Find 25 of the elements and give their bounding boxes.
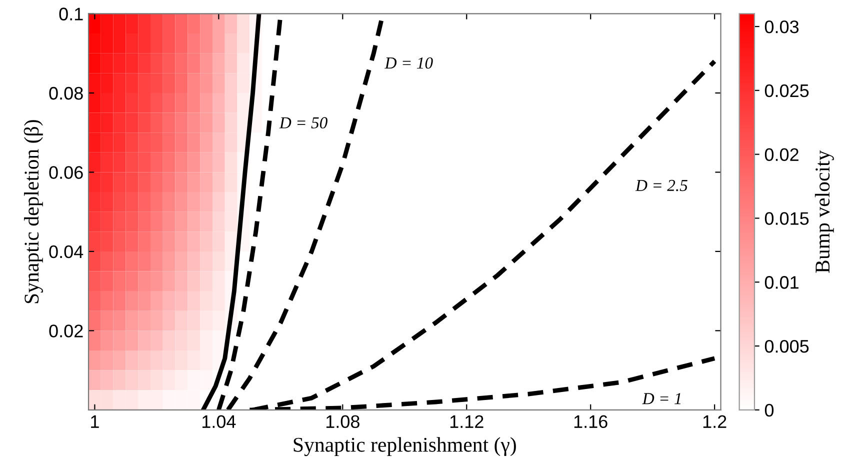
y-tick-label: 0.06 xyxy=(49,166,83,179)
x-tick-label: 1 xyxy=(91,415,99,428)
y-tick-label: 0.04 xyxy=(49,245,84,258)
x-tick-label: 1.04 xyxy=(202,415,236,428)
series-label: D = 10 xyxy=(384,57,433,69)
color-bar-label: 0.015 xyxy=(764,212,809,225)
color-bar-label: 0 xyxy=(764,404,774,417)
x-axis-title: Synaptic replenishment (γ) xyxy=(294,437,516,456)
x-tick-label: 1.08 xyxy=(326,415,360,428)
color-bar-label: 0.005 xyxy=(764,340,809,353)
series-label: D = 2.5 xyxy=(635,180,688,192)
series-label: D = 50 xyxy=(279,117,328,128)
color-bar-label: 0.025 xyxy=(764,84,809,98)
color-bar-label: 0.02 xyxy=(764,148,798,162)
color-bar-title: Bump velocity xyxy=(814,150,834,273)
y-tick-label: 0.1 xyxy=(59,8,83,20)
series-label: D = 1 xyxy=(642,393,681,404)
color-bar-label: 0.03 xyxy=(764,20,799,34)
y-tick-label: 0.02 xyxy=(49,324,83,338)
x-tick-label: 1.12 xyxy=(450,415,484,428)
y-tick-label: 0.08 xyxy=(49,86,83,100)
x-tick-label: 1.16 xyxy=(574,415,608,428)
y-axis-title: Synaptic depletion (β) xyxy=(24,120,43,304)
color-bar-label: 0.01 xyxy=(764,276,798,289)
x-tick-label: 1.2 xyxy=(703,415,726,428)
